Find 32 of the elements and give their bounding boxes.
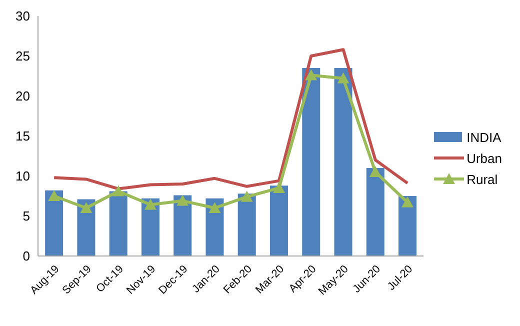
y-tick-label: 25 bbox=[16, 48, 30, 64]
bar bbox=[238, 194, 256, 256]
y-tick-label: 30 bbox=[16, 8, 30, 24]
y-tick-label: 5 bbox=[22, 208, 30, 224]
bar bbox=[174, 195, 192, 256]
y-tick-label: 10 bbox=[16, 168, 30, 184]
point bbox=[337, 72, 350, 84]
point bbox=[272, 182, 285, 193]
point bbox=[208, 202, 221, 213]
point bbox=[80, 202, 92, 213]
bar bbox=[302, 68, 320, 256]
bar bbox=[270, 186, 288, 256]
point bbox=[144, 198, 156, 210]
bar bbox=[334, 68, 352, 256]
bar bbox=[398, 196, 417, 256]
y-tick-label: 15 bbox=[16, 128, 30, 144]
point bbox=[48, 190, 60, 201]
legend-label: Rural bbox=[466, 172, 498, 186]
legend-label: INDIA bbox=[466, 130, 502, 144]
y-tick-label: 0 bbox=[22, 248, 30, 264]
point bbox=[402, 196, 414, 208]
bar bbox=[366, 168, 384, 256]
bar bbox=[45, 190, 64, 256]
bar bbox=[206, 198, 224, 256]
y-tick-label: 20 bbox=[16, 88, 30, 104]
bar bbox=[109, 191, 128, 256]
legend-label: Urban bbox=[466, 150, 502, 166]
point bbox=[305, 69, 318, 80]
point bbox=[369, 166, 382, 177]
point bbox=[112, 185, 124, 196]
point bbox=[240, 190, 253, 202]
point bbox=[176, 194, 189, 206]
